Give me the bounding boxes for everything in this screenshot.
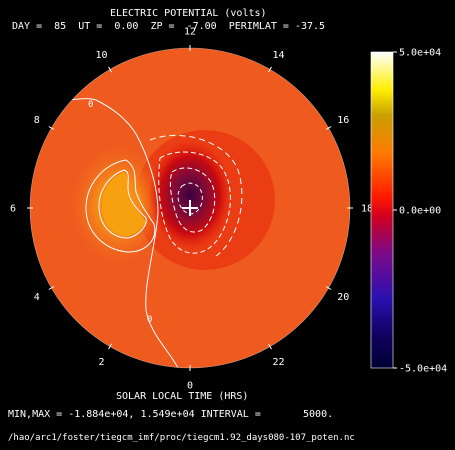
contour-negative-2 [169,167,216,233]
local-time-tick [325,126,332,130]
colorbar-label: 5.0e+04 [399,48,441,59]
contour-negative-outer [149,134,243,257]
x-axis-label: SOLAR LOCAL TIME (HRS) [116,391,249,402]
file-path: /hao/arc1/foster/tiegcm_imf/proc/tiegcm1… [8,433,355,443]
minmax-line: MIN,MAX = -1.884e+04, 1.549e+04 INTERVAL… [8,409,334,420]
local-time-tick [268,343,272,350]
pole-marker [182,200,198,216]
colorbar-ticks: 5.0e+04 0.0e+00 -5.0e+04 [393,48,447,375]
local-time-label-2: 2 [98,357,104,368]
local-time-label-8: 8 [34,115,40,126]
contour-negative-1 [158,151,231,254]
contour-zero [51,98,179,368]
local-time-label-14: 14 [272,50,284,61]
local-time-label-22: 22 [272,357,284,368]
colorbar-label: 0.0e+00 [399,206,441,217]
local-time-tick [108,343,112,350]
colorbar [370,51,394,369]
local-time-label-10: 10 [95,50,107,61]
contour-label: 0 [147,315,152,325]
chart-title: ELECTRIC POTENTIAL (volts) [110,8,267,19]
chart-subtitle: DAY = 85 UT = 0.00 ZP = -7.00 PERIMLAT =… [12,21,326,32]
local-time-ticks: 12 14 16 18 20 22 0 2 4 6 8 10 [10,27,373,392]
local-time-tick [268,66,272,73]
local-time-tick [48,126,55,130]
local-time-tick [108,66,112,73]
local-time-tick [48,286,55,290]
positive-cell-core [102,172,146,237]
local-time-label-12: 12 [184,27,196,38]
local-time-tick [325,286,332,290]
local-time-label-6: 6 [10,204,16,215]
local-time-label-18: 18 [361,204,373,215]
local-time-label-20: 20 [337,292,349,303]
local-time-label-0: 0 [187,381,193,392]
local-time-label-4: 4 [34,292,40,303]
colorbar-label: -5.0e+04 [399,364,447,375]
contour-positive-outer [85,159,156,253]
contour-positive-inner [98,169,147,239]
contour-label: 0 [88,100,93,110]
local-time-label-16: 16 [337,115,349,126]
negative-cell [148,140,232,250]
